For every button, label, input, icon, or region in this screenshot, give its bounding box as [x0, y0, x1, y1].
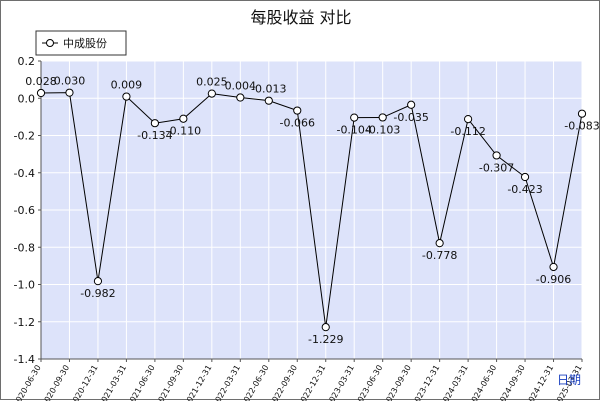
x-tick-label: 2023-09-30: [382, 364, 413, 401]
x-tick-label: 2022-09-30: [268, 364, 299, 401]
data-label: 0.028: [25, 75, 57, 88]
x-tick-label: 2020-09-30: [40, 364, 71, 401]
y-tick-label: 0.2: [18, 55, 36, 68]
data-label: -0.982: [80, 287, 115, 300]
data-point: [294, 107, 301, 114]
x-tick-label: 2020-06-30: [12, 364, 43, 401]
x-tick-label: 2022-03-31: [211, 364, 242, 401]
y-tick-label: -1.0: [14, 279, 35, 292]
data-label: -0.307: [479, 161, 514, 174]
data-point: [208, 90, 215, 97]
data-label: -0.906: [536, 273, 571, 286]
data-point: [436, 240, 443, 247]
data-point: [521, 173, 528, 180]
data-label: 0.030: [54, 75, 86, 88]
x-tick-label: 2024-09-30: [496, 364, 527, 401]
data-label: -0.110: [166, 125, 201, 138]
x-tick-label: 2021-09-30: [154, 364, 185, 401]
x-tick-label: 2023-06-30: [353, 364, 384, 401]
x-axis-ticks: 2020-06-302020-09-302020-12-312021-03-31…: [12, 359, 584, 401]
data-point: [408, 101, 415, 108]
y-tick-label: -0.4: [14, 167, 35, 180]
x-tick-label: 2022-12-31: [296, 364, 327, 401]
data-label: -0.066: [280, 117, 315, 130]
legend: 中成股份: [36, 31, 126, 55]
x-tick-label: 2022-06-30: [239, 364, 270, 401]
data-point: [465, 116, 472, 123]
legend-circle-marker: [47, 40, 54, 47]
data-point: [322, 324, 329, 331]
y-axis-ticks: 0.2 0.0 -0.2 -0.4 -0.6 -0.8 -1.0 -1.2 -1.4: [14, 55, 41, 366]
x-tick-label: 2023-03-31: [325, 364, 356, 401]
data-label: -0.013: [251, 83, 286, 96]
data-label: 0.025: [196, 76, 228, 89]
data-point: [578, 110, 585, 117]
data-point: [180, 115, 187, 122]
data-point: [379, 114, 386, 121]
data-point: [66, 89, 73, 96]
x-tick-label: 2021-12-31: [183, 364, 214, 401]
data-point: [123, 93, 130, 100]
y-tick-label: -1.4: [14, 353, 35, 366]
data-point: [265, 97, 272, 104]
x-tick-label: 2021-06-30: [126, 364, 157, 401]
data-label: -0.423: [507, 183, 542, 196]
data-point: [493, 152, 500, 159]
x-tick-label: 2023-12-31: [410, 364, 441, 401]
y-tick-label: -0.8: [14, 241, 35, 254]
x-tick-label: 2020-12-31: [69, 364, 100, 401]
y-tick-label: -0.2: [14, 130, 35, 143]
x-tick-label: 2024-03-31: [439, 363, 470, 401]
data-label: 0.009: [111, 79, 143, 92]
data-point: [94, 278, 101, 285]
data-label: -1.229: [308, 333, 343, 346]
data-label: -0.083: [564, 120, 599, 133]
data-point: [351, 114, 358, 121]
x-tick-label: 2024-12-31: [524, 364, 555, 401]
chart-title: 每股收益 对比: [250, 8, 351, 27]
y-tick-label: -0.6: [14, 204, 35, 217]
x-tick-label: 2021-03-31: [97, 364, 128, 401]
data-label: -0.103: [365, 123, 400, 136]
data-label: -0.778: [422, 249, 457, 262]
x-tick-label: 2024-06-30: [467, 364, 498, 401]
data-point: [550, 263, 557, 270]
legend-series-name: 中成股份: [63, 37, 107, 50]
data-point: [237, 94, 244, 101]
x-axis-unit-label: 日期: [557, 373, 581, 387]
data-label: -0.112: [450, 125, 485, 138]
y-tick-label: -1.2: [14, 316, 35, 329]
data-label: -0.035: [393, 111, 428, 124]
data-point: [151, 120, 158, 127]
data-point: [37, 89, 44, 96]
y-tick-label: 0.0: [18, 92, 36, 105]
